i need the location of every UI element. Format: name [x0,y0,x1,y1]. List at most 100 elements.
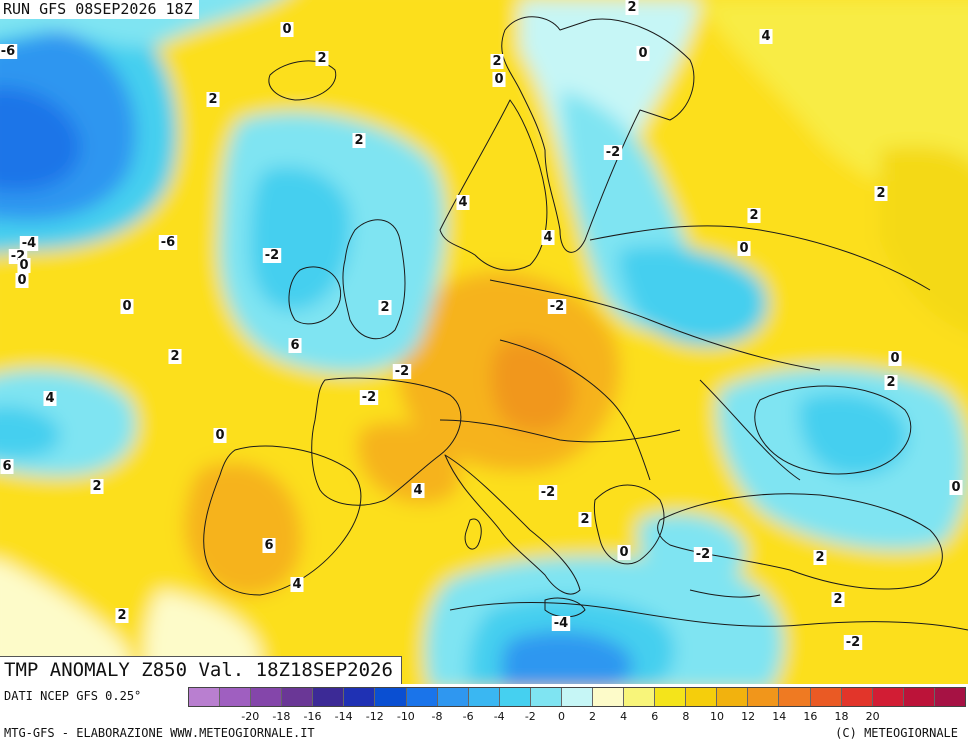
contour-label: -2 [265,248,279,263]
contour-label: -6 [1,44,15,59]
contour-label: 2 [208,92,217,107]
contour-label: 0 [494,72,503,87]
credit-left: MTG-GFS - ELABORAZIONE WWW.METEOGIORNALE… [4,726,315,740]
legend-swatch [748,688,780,706]
contour-label: 6 [2,459,11,474]
contour-label: 2 [833,592,842,607]
contour-label: 0 [951,480,960,495]
contour-label: 2 [380,300,389,315]
contour-label: -4 [554,616,568,631]
legend-swatch [406,688,438,706]
contour-label: -2 [550,299,564,314]
contour-label: -2 [606,145,620,160]
legend-swatch [375,688,407,706]
legend-swatch [810,688,842,706]
contour-label-bg [541,230,555,245]
contour-label-bg [888,351,902,366]
contour-label: 0 [19,258,28,273]
contour-label: 4 [458,195,467,210]
legend-tick-labels: -20 -18 -16 -14 -12 -10 -8 -6 -4 -2 0 2 4 6 8 10 12 14 16 1… [188,710,966,724]
legend-swatch [686,688,718,706]
contour-label: 2 [92,479,101,494]
contour-label-bg [874,186,888,201]
legend-tick: -4 [493,710,505,723]
source-label: DATI NCEP GFS 0.25° [4,689,142,703]
contour-label-bg [843,635,863,650]
legend-tick: -10 [396,710,415,723]
contour-label-bg [352,133,366,148]
contour-label-bg [115,608,129,623]
contour-label-bg [288,338,302,353]
contour-label-bg [158,235,178,250]
contour-label: 0 [17,273,26,288]
legend-tick: 8 [682,710,690,723]
contour-label: 4 [413,483,422,498]
legend-tick: 12 [741,710,756,723]
contour-label-bg [19,236,39,251]
contour-label-bg [43,391,57,406]
contour-label-bg [578,512,592,527]
legend-swatch [189,688,221,706]
contour-label-bg [15,273,29,288]
contour-label: 2 [317,51,326,66]
contour-label: 0 [890,351,899,366]
contour-label: -4 [22,236,36,251]
contour-label-bg [538,485,558,500]
legend-tick: 18 [834,710,849,723]
legend-swatch [779,688,811,706]
contour-label: 2 [886,375,895,390]
contour-label: 2 [354,133,363,148]
legend-tick: 16 [803,710,818,723]
contour-label-bg [813,550,827,565]
legend-tick: 14 [772,710,787,723]
legend-swatch [593,688,625,706]
contour-label-bg [625,0,639,15]
legend-tick: -14 [334,710,353,723]
credit-right: (C) METEOGIORNALE [835,726,958,740]
contour-label-bg [547,299,567,314]
contour-label-bg [17,258,31,273]
contour-label: -2 [696,547,710,562]
contour-label-bg [120,299,134,314]
legend-swatch [872,688,904,706]
legend-swatch [468,688,500,706]
contour-label: 4 [761,29,770,44]
contour-label: -2 [395,364,409,379]
legend-swatch [717,688,749,706]
footer: DATI NCEP GFS 0.25° -20 -18 -16 -14 -12 -10 -8… [0,684,968,745]
contour-label-bg [949,480,963,495]
contour-label: 2 [627,0,636,15]
contour-label: 4 [543,230,552,245]
legend-tick: 6 [651,710,659,723]
contour-label: -2 [846,635,860,650]
legend-swatch [530,688,562,706]
contour-label: 0 [215,428,224,443]
legend-swatch [313,688,345,706]
legend-swatch [220,688,252,706]
legend-tick: -8 [431,710,443,723]
legend-tick: -2 [524,710,536,723]
legend-swatch [499,688,531,706]
anomaly-field [0,0,968,684]
contour-label-bg [490,54,504,69]
contour-label: -2 [362,390,376,405]
contour-label-bg [492,72,506,87]
contour-label-bg [262,538,276,553]
legend-swatch [561,688,594,706]
contour-label-bg [262,248,282,263]
contour-label-bg [603,145,623,160]
contour-label-bg [168,349,182,364]
legend-tick: -20 [241,710,260,723]
contour-label: 2 [170,349,179,364]
map-title: TMP ANOMALY Z850 Val. 18Z18SEP2026 [0,656,402,684]
contour-label-bg [759,29,773,44]
contour-label-bg [456,195,470,210]
legend-tick: -16 [303,710,322,723]
contour-label-bg [411,483,425,498]
contour-label: 0 [619,545,628,560]
contour-label-bg [359,390,379,405]
contour-label-bg [0,459,14,474]
legend-swatch [251,688,283,706]
run-label: RUN GFS 08SEP2026 18Z [0,0,199,19]
